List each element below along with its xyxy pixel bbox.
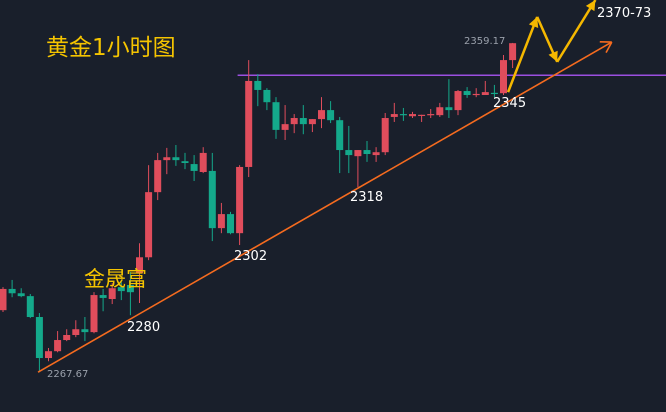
candle-body bbox=[208, 170, 216, 229]
candle-body bbox=[227, 214, 234, 234]
support-label-2318: 2318 bbox=[350, 190, 384, 205]
candle-body bbox=[463, 91, 471, 95]
candle-body bbox=[290, 118, 298, 125]
candle-body bbox=[445, 107, 453, 111]
candle-body bbox=[281, 124, 289, 130]
candle-body bbox=[418, 114, 426, 116]
candle-body bbox=[54, 340, 62, 352]
candle-body bbox=[0, 288, 7, 311]
projection-arrowhead bbox=[585, 0, 596, 12]
candle-body bbox=[90, 295, 98, 333]
candle-body bbox=[45, 351, 52, 359]
projection-arrowhead bbox=[528, 16, 539, 29]
candle-body bbox=[454, 91, 462, 111]
candle-body bbox=[163, 157, 171, 161]
candle-body bbox=[263, 89, 271, 103]
support-label-2302: 2302 bbox=[234, 249, 268, 264]
candle-body bbox=[8, 288, 16, 294]
projection-arrowhead bbox=[548, 50, 558, 62]
candle-body bbox=[136, 257, 143, 274]
candle-body bbox=[354, 150, 362, 157]
candle-body bbox=[409, 114, 416, 117]
candle-body bbox=[345, 150, 353, 156]
candle-body bbox=[154, 160, 162, 193]
trendline bbox=[37, 41, 613, 373]
candle-body bbox=[63, 334, 71, 341]
candle-body bbox=[272, 102, 280, 130]
candle-body bbox=[81, 329, 89, 333]
candle-body bbox=[481, 92, 489, 95]
trendline-arrowhead bbox=[605, 41, 613, 54]
candle-body bbox=[172, 157, 180, 161]
candle-body bbox=[308, 119, 316, 125]
candle-body bbox=[299, 118, 307, 125]
candle-body bbox=[199, 152, 207, 172]
candle-body bbox=[245, 80, 253, 167]
candle-body bbox=[399, 114, 407, 116]
target-label: 2370-73 bbox=[597, 6, 652, 21]
candle-body bbox=[336, 120, 344, 151]
support-label-2280: 2280 bbox=[127, 320, 161, 335]
candle-body bbox=[236, 166, 244, 234]
candle-body bbox=[181, 161, 189, 164]
candle-body bbox=[72, 329, 80, 335]
candle-body bbox=[490, 92, 498, 95]
candle-body bbox=[500, 60, 507, 94]
candle-body bbox=[381, 118, 389, 153]
candle-body bbox=[390, 114, 398, 117]
candle-body bbox=[190, 164, 198, 171]
candle-body bbox=[436, 107, 444, 116]
candle-body bbox=[117, 287, 125, 292]
candle-body bbox=[217, 214, 225, 229]
candle-body bbox=[26, 296, 34, 318]
chart-title: 黄金1小时图 bbox=[46, 35, 176, 61]
candle-body bbox=[427, 114, 435, 116]
candle-body bbox=[254, 80, 262, 90]
candle-body bbox=[145, 192, 153, 258]
low-price-label: 2267.67 bbox=[47, 369, 89, 380]
candle-body bbox=[372, 152, 380, 156]
candle-body bbox=[327, 110, 335, 121]
support-label-2345: 2345 bbox=[493, 96, 527, 111]
candle-body bbox=[363, 150, 371, 155]
candle-body bbox=[35, 317, 43, 359]
brand-watermark: 金晟富 bbox=[84, 267, 147, 291]
high-price-label: 2359.17 bbox=[464, 36, 506, 47]
candle-body bbox=[509, 43, 517, 61]
candle-body bbox=[108, 288, 116, 300]
candle-body bbox=[126, 284, 134, 293]
candle-body bbox=[17, 293, 25, 297]
candle-body bbox=[318, 110, 325, 120]
candle-body bbox=[472, 93, 480, 96]
projection-arrow-segment bbox=[506, 16, 539, 93]
projection-arrow-segment bbox=[556, 0, 597, 63]
candle-body bbox=[99, 295, 107, 298]
